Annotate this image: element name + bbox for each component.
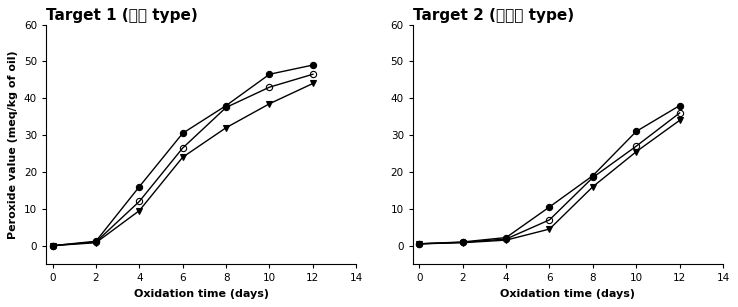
X-axis label: Oxidation time (days): Oxidation time (days) (500, 289, 635, 299)
Text: Target 1 (건면 type): Target 1 (건면 type) (46, 8, 198, 23)
Y-axis label: Peroxide value (meq/kg of oil): Peroxide value (meq/kg of oil) (8, 50, 18, 239)
Text: Target 2 (유탕면 type): Target 2 (유탕면 type) (413, 8, 574, 23)
X-axis label: Oxidation time (days): Oxidation time (days) (134, 289, 269, 299)
